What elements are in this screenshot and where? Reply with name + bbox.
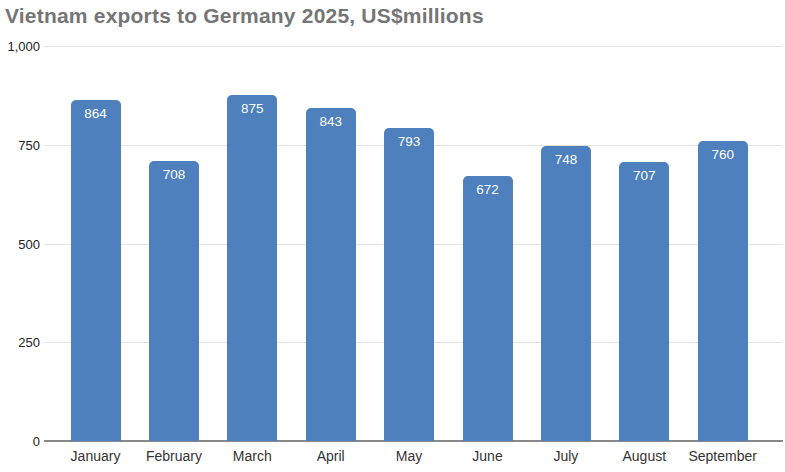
bar-value-label: 875 [241,101,264,116]
bar-march[interactable]: 875 [227,95,277,441]
x-axis-label-march: March [207,448,297,464]
bar-january[interactable]: 864 [71,100,121,441]
x-axis-label-june: June [443,448,533,464]
bar-value-label: 672 [476,182,499,197]
bar-value-label: 707 [633,168,656,183]
y-axis-tick-label: 500 [0,238,40,251]
x-axis-label-january: January [51,448,141,464]
bar-june[interactable]: 672 [463,176,513,441]
x-axis-label-july: July [521,448,611,464]
y-axis-tick-label: 1,000 [0,40,40,53]
bar-july[interactable]: 748 [541,146,591,441]
bar-value-label: 864 [84,106,107,121]
x-axis-label-september: September [678,448,768,464]
bar-value-label: 793 [398,134,421,149]
x-axis-label-february: February [129,448,219,464]
bar-february[interactable]: 708 [149,161,199,441]
bar-value-label: 843 [319,114,342,129]
bar-september[interactable]: 760 [698,141,748,441]
bar-april[interactable]: 843 [306,108,356,441]
x-axis-label-april: April [286,448,376,464]
plot-area: 0 250 500 750 1,000 864 January 708 February 875 M… [0,0,785,472]
y-axis-tick-label: 0 [0,435,40,448]
bar-may[interactable]: 793 [384,128,434,441]
bar-value-label: 760 [711,147,734,162]
bar-value-label: 748 [555,152,578,167]
x-axis-label-may: May [364,448,454,464]
gridline [44,46,783,47]
y-axis-tick-label: 250 [0,336,40,349]
x-axis-label-august: August [599,448,689,464]
bar-august[interactable]: 707 [619,162,669,441]
bar-value-label: 708 [163,167,186,182]
bar-chart: Vietnam exports to Germany 2025, US$mill… [0,0,785,472]
y-axis-tick-label: 750 [0,139,40,152]
